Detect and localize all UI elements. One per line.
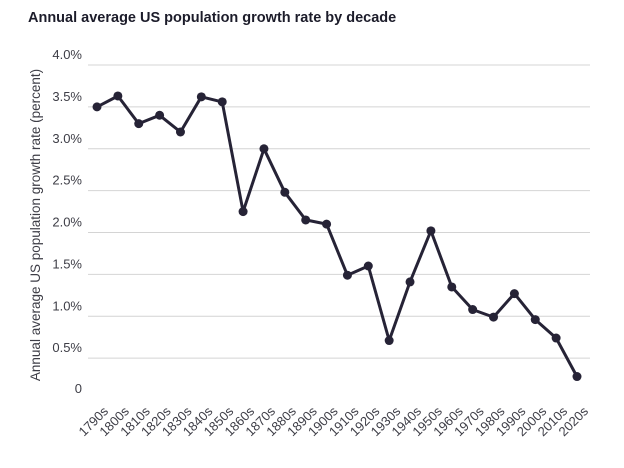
- data-point: [509, 289, 519, 299]
- y-tick-label: 2.0%: [52, 215, 82, 230]
- data-point: [196, 92, 206, 102]
- data-point: [134, 119, 144, 129]
- y-tick-label: 4.0%: [52, 47, 82, 62]
- y-axis-label: Annual average US population growth rate…: [28, 69, 43, 381]
- data-point: [322, 219, 332, 229]
- x-axis-ticks: 1790s1800s1810s1820s1830s1840s1850s1860s…: [75, 403, 591, 439]
- data-point: [530, 315, 540, 325]
- data-point: [384, 336, 394, 346]
- y-axis-ticks: 0 0.5% 1.0% 1.5% 2.0% 2.5% 3.0% 3.5% 4.0%: [52, 47, 82, 396]
- data-point: [113, 91, 123, 101]
- series-line: [95, 94, 579, 379]
- y-tick-label: 1.5%: [52, 256, 82, 271]
- data-point: [489, 312, 499, 322]
- data-point: [447, 282, 457, 292]
- data-point: [238, 207, 248, 217]
- data-point: [572, 372, 582, 382]
- data-point: [259, 144, 269, 154]
- data-point: [175, 127, 185, 137]
- data-point: [155, 110, 165, 120]
- data-point: [217, 97, 227, 107]
- data-point: [468, 305, 478, 315]
- y-tick-label: 0.5%: [52, 340, 82, 355]
- data-point: [551, 333, 561, 343]
- data-point: [363, 261, 373, 271]
- data-point: [405, 277, 415, 287]
- y-tick-label: 1.0%: [52, 298, 82, 313]
- data-point: [426, 226, 436, 236]
- data-point: [92, 102, 102, 112]
- y-tick-label: 2.5%: [52, 173, 82, 188]
- series-points: [92, 91, 582, 382]
- data-point: [280, 187, 290, 197]
- gridlines: [88, 64, 590, 359]
- y-tick-label: 3.0%: [52, 131, 82, 146]
- y-tick-label: 0: [75, 381, 82, 396]
- data-point: [342, 270, 352, 280]
- y-tick-label: 3.5%: [52, 89, 82, 104]
- data-point: [301, 215, 311, 225]
- chart-title: Annual average US population growth rate…: [28, 10, 397, 26]
